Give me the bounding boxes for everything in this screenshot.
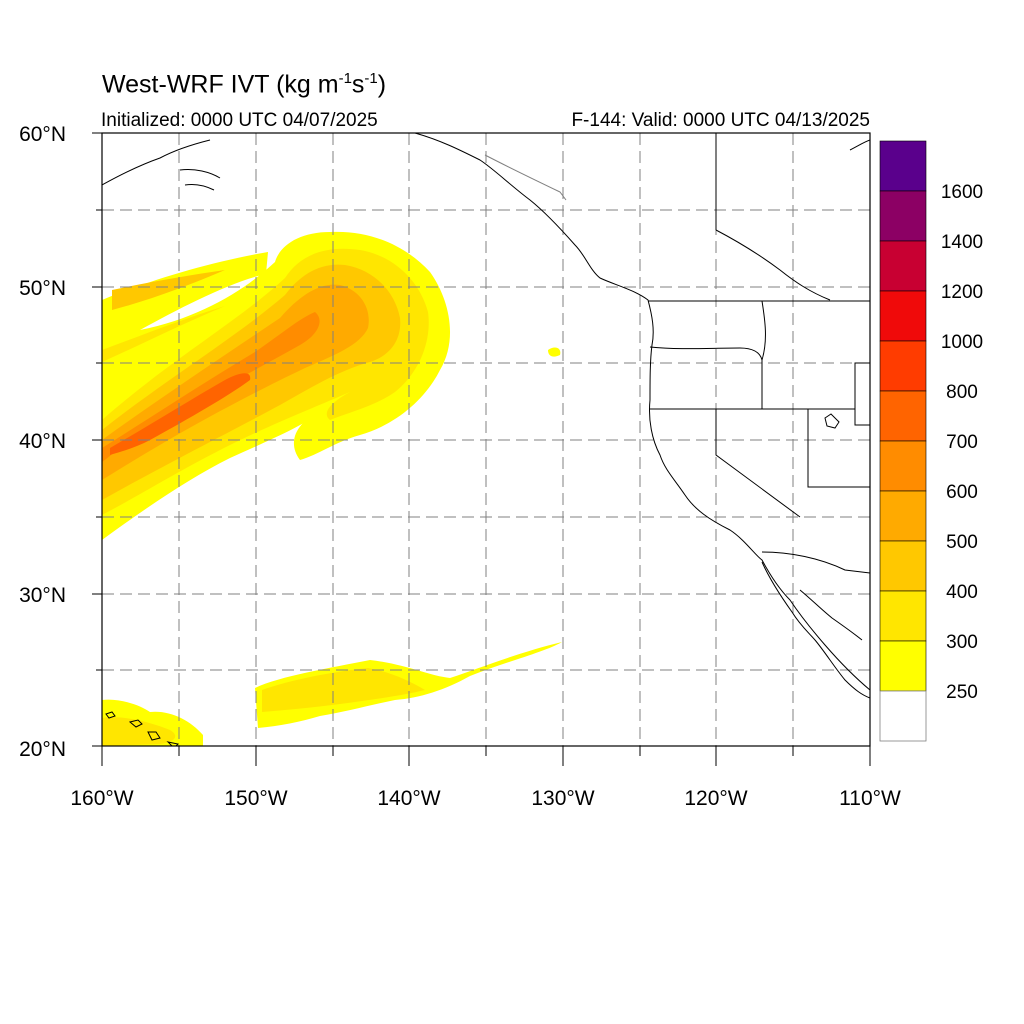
lat-label: 20°N: [19, 738, 66, 761]
colorbar-label: 300: [946, 632, 978, 653]
lon-label: 130°W: [531, 787, 594, 810]
lat-label: 30°N: [19, 584, 66, 607]
gridlines: [102, 133, 870, 746]
colorbar-swatch-1200: [879, 240, 927, 292]
lat-label: 40°N: [19, 430, 66, 453]
ivt-shading: [102, 231, 562, 746]
colorbar-swatch-1400: [879, 190, 927, 242]
colorbar-label: 1200: [941, 282, 983, 303]
lat-label: 60°N: [19, 123, 66, 146]
colorbar-swatch-below-min: [879, 690, 927, 742]
longitude-labels: 160°W 150°W 140°W 130°W 120°W 110°W: [70, 787, 901, 810]
coastlines: [102, 133, 870, 746]
ivt-contour-600: [102, 312, 320, 462]
colorbar-swatch-250: [879, 640, 927, 692]
colorbar-label: 1400: [941, 232, 983, 253]
colorbar-swatch-500: [879, 490, 927, 542]
colorbar-swatch-400: [879, 540, 927, 592]
ivt-contour-300-south: [262, 668, 425, 712]
colorbar-label: 700: [946, 432, 978, 453]
colorbar-swatch-300: [879, 590, 927, 642]
ivt-contour-700: [110, 373, 251, 455]
colorbar-label: 1600: [941, 182, 983, 203]
colorbar-swatch-600: [879, 440, 927, 492]
colorbar-label: 500: [946, 532, 978, 553]
lon-label: 110°W: [839, 787, 901, 810]
initialized-time: Initialized: 0000 UTC 04/07/2025: [101, 110, 378, 131]
state-borders: [648, 133, 870, 574]
tick-marks: [92, 132, 871, 766]
lon-label: 120°W: [684, 787, 747, 810]
colorbar-label: 800: [946, 382, 978, 403]
lon-label: 160°W: [70, 787, 133, 810]
colorbar-label: 1000: [941, 332, 983, 353]
colorbar-label: 600: [946, 482, 978, 503]
lat-label: 50°N: [19, 277, 66, 300]
lon-label: 140°W: [377, 787, 440, 810]
valid-time: F-144: Valid: 0000 UTC 04/13/2025: [571, 110, 870, 131]
map-title: West-WRF IVT (kg m-1s-1): [102, 70, 387, 99]
lon-label: 150°W: [224, 787, 287, 810]
national-borders: [484, 154, 567, 201]
colorbar-label: 250: [946, 682, 978, 703]
latitude-labels: 60°N 50°N 40°N 30°N 20°N: [19, 123, 66, 761]
colorbar-label: 400: [946, 582, 978, 603]
colorbar-swatch-1000: [879, 290, 927, 342]
colorbar-swatch-800: [879, 340, 927, 392]
colorbar-swatch-700: [879, 390, 927, 442]
ivt-patch-small: [548, 347, 561, 357]
colorbar: 1600 1400 1200 1000 800 700 600 500 400 300 250: [879, 140, 983, 742]
colorbar-swatch-1600: [879, 140, 927, 192]
